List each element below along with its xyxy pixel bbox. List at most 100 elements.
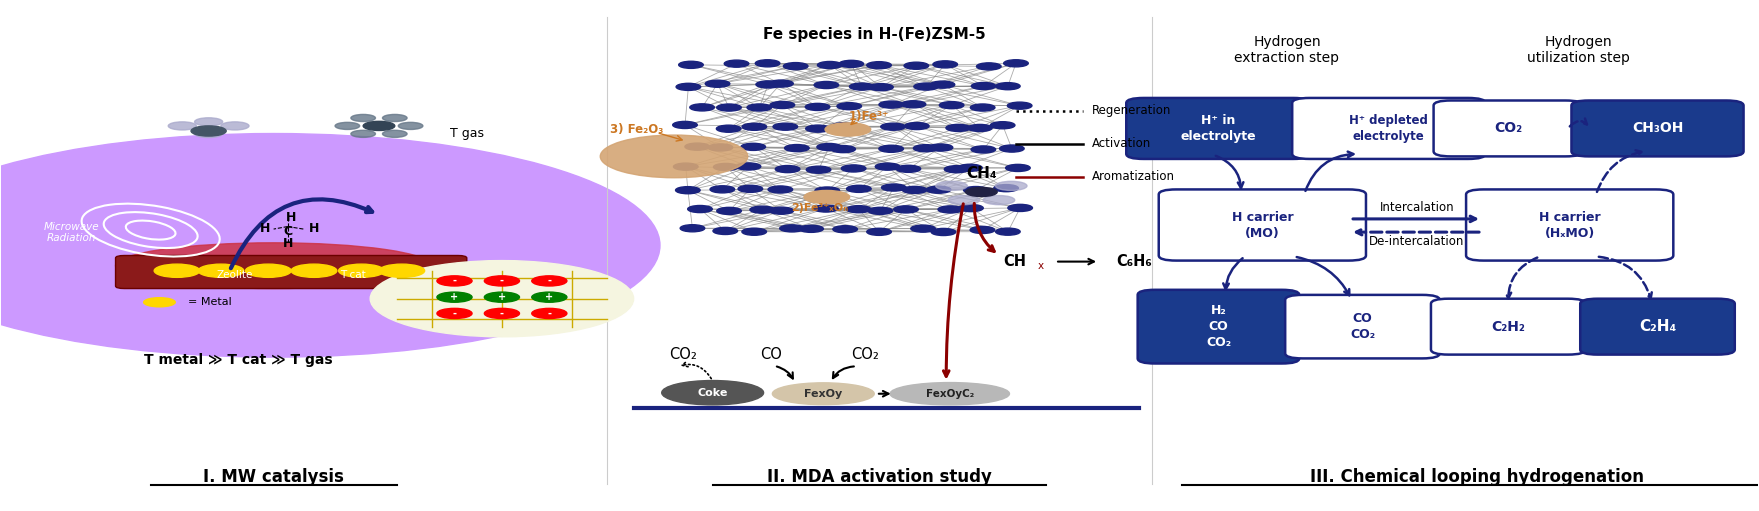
Text: CO₂: CO₂ <box>668 347 697 362</box>
Circle shape <box>806 166 830 173</box>
Circle shape <box>990 122 1015 129</box>
Text: +: + <box>498 292 507 302</box>
Text: CH: CH <box>1003 254 1025 269</box>
Text: -: - <box>500 309 503 318</box>
Text: CH₄: CH₄ <box>966 166 997 181</box>
Circle shape <box>996 228 1020 235</box>
Text: H: H <box>310 222 318 235</box>
Circle shape <box>1008 204 1033 212</box>
Circle shape <box>846 205 871 213</box>
Circle shape <box>837 103 862 110</box>
Circle shape <box>679 61 704 68</box>
Circle shape <box>880 101 904 108</box>
Text: Coke: Coke <box>698 388 728 398</box>
Circle shape <box>382 114 406 122</box>
Text: +: + <box>545 292 554 302</box>
Circle shape <box>948 196 980 205</box>
Circle shape <box>957 164 982 171</box>
Circle shape <box>711 186 735 193</box>
Circle shape <box>748 104 772 111</box>
FancyBboxPatch shape <box>1293 98 1485 159</box>
Circle shape <box>674 163 698 170</box>
Text: CO₂: CO₂ <box>851 347 880 362</box>
Circle shape <box>876 163 901 170</box>
Circle shape <box>716 104 741 111</box>
Circle shape <box>362 121 394 130</box>
Circle shape <box>816 144 841 151</box>
Circle shape <box>776 166 800 173</box>
Circle shape <box>932 61 957 68</box>
Circle shape <box>938 206 962 213</box>
FancyBboxPatch shape <box>1465 190 1673 261</box>
Text: +: + <box>450 292 459 302</box>
Circle shape <box>959 204 983 212</box>
Circle shape <box>484 276 519 286</box>
Circle shape <box>806 103 830 110</box>
Text: Microwave
Radiation: Microwave Radiation <box>44 222 100 243</box>
Circle shape <box>1006 165 1031 172</box>
Circle shape <box>716 207 741 215</box>
Circle shape <box>814 187 839 194</box>
Circle shape <box>929 144 953 151</box>
Circle shape <box>966 188 997 197</box>
Circle shape <box>600 135 748 178</box>
Circle shape <box>945 166 969 173</box>
Text: CO
CO₂: CO CO₂ <box>1349 312 1376 341</box>
Text: H: H <box>260 222 271 235</box>
Text: -: - <box>500 276 503 286</box>
Circle shape <box>832 226 857 233</box>
Text: Intercalation: Intercalation <box>1379 201 1455 214</box>
Circle shape <box>756 81 781 88</box>
Circle shape <box>927 186 952 193</box>
Circle shape <box>804 191 850 204</box>
Text: -: - <box>547 309 551 318</box>
Circle shape <box>931 228 955 236</box>
Circle shape <box>799 225 823 233</box>
Text: H: H <box>283 237 292 250</box>
Circle shape <box>881 184 906 191</box>
Circle shape <box>741 143 765 150</box>
Circle shape <box>946 124 971 131</box>
Circle shape <box>705 80 730 87</box>
Text: T gas: T gas <box>450 127 484 140</box>
Circle shape <box>742 123 767 130</box>
Text: Aromatization: Aromatization <box>1092 170 1175 183</box>
Circle shape <box>398 122 422 129</box>
Circle shape <box>769 186 793 193</box>
Text: Regeneration: Regeneration <box>1092 104 1171 117</box>
Circle shape <box>999 145 1024 152</box>
Circle shape <box>742 228 767 235</box>
Circle shape <box>436 292 471 302</box>
Circle shape <box>338 264 383 277</box>
Circle shape <box>1008 102 1033 109</box>
Circle shape <box>825 123 871 136</box>
Text: -: - <box>452 276 457 286</box>
Circle shape <box>830 123 855 130</box>
Circle shape <box>936 181 967 191</box>
Circle shape <box>436 308 471 318</box>
Text: Hydrogen
extraction step: Hydrogen extraction step <box>1235 35 1339 65</box>
Circle shape <box>911 225 936 232</box>
Circle shape <box>869 84 894 91</box>
FancyBboxPatch shape <box>1432 299 1585 355</box>
Circle shape <box>901 101 925 108</box>
Circle shape <box>841 165 865 172</box>
Circle shape <box>779 225 804 232</box>
Text: Hydrogen
utilization step: Hydrogen utilization step <box>1527 35 1631 65</box>
Circle shape <box>709 144 734 151</box>
Circle shape <box>964 187 989 194</box>
Text: H carrier
(HₓMO): H carrier (HₓMO) <box>1539 211 1601 240</box>
Text: T metal ≫ T cat ≫ T gas: T metal ≫ T cat ≫ T gas <box>144 353 332 367</box>
Circle shape <box>292 264 336 277</box>
Circle shape <box>971 104 996 111</box>
Circle shape <box>994 184 1018 192</box>
Text: H⁺ in
electrolyte: H⁺ in electrolyte <box>1180 114 1256 143</box>
Circle shape <box>830 146 855 153</box>
Circle shape <box>971 82 996 89</box>
Circle shape <box>894 206 918 213</box>
Circle shape <box>880 145 904 152</box>
Circle shape <box>222 122 250 130</box>
FancyBboxPatch shape <box>1434 101 1583 156</box>
Text: III. Chemical looping hydrogenation: III. Chemical looping hydrogenation <box>1310 468 1643 485</box>
Circle shape <box>867 207 892 215</box>
